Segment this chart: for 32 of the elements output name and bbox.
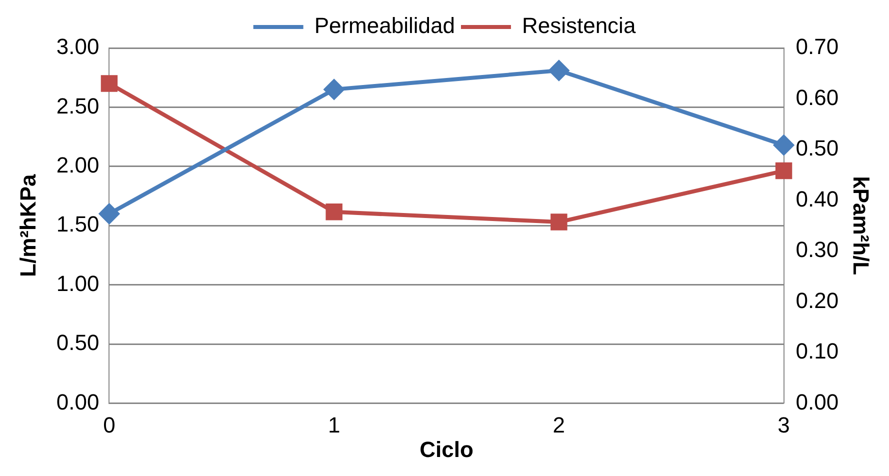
y-tick-label: 0.50 xyxy=(56,330,100,356)
y2-tick-label: 0.50 xyxy=(796,136,839,161)
point xyxy=(100,75,118,92)
x-axis-title: Ciclo xyxy=(420,436,474,462)
y-tick-label: 2.00 xyxy=(56,152,100,178)
y2-tick-label: 0.20 xyxy=(796,288,839,313)
point xyxy=(550,214,568,230)
y2-tick-label: 0.70 xyxy=(796,34,839,60)
y2-tick-label: 0.00 xyxy=(796,389,839,414)
y-axis-title: L/m²hKPa xyxy=(15,174,40,277)
y-tick-label: 3.00 xyxy=(56,34,100,60)
point xyxy=(774,135,794,156)
x-tick-label: 3 xyxy=(778,412,790,438)
y2-tick-label: 0.60 xyxy=(796,84,839,110)
point xyxy=(775,162,792,180)
y2-axis-title: kPam²h/L xyxy=(848,176,874,276)
y2-tick-label: 0.30 xyxy=(796,237,839,262)
y-tick-label: 1.50 xyxy=(56,212,100,237)
point xyxy=(326,204,342,220)
x-tick-label: 0 xyxy=(103,412,116,438)
point xyxy=(99,204,120,224)
point xyxy=(548,60,569,80)
y-tick-label: 2.50 xyxy=(56,93,100,118)
y-tick-label: 1.00 xyxy=(56,270,100,296)
y2-tick-label: 0.40 xyxy=(796,186,839,212)
y2-tick-label: 0.10 xyxy=(796,338,839,364)
x-tick-label: 1 xyxy=(328,412,340,438)
legend-label: Permeabilidad xyxy=(314,13,455,38)
legend-label: Resistencia xyxy=(522,13,636,38)
x-tick-label: 2 xyxy=(552,412,566,438)
y-tick-label: 0.00 xyxy=(56,389,100,414)
point xyxy=(324,79,344,100)
